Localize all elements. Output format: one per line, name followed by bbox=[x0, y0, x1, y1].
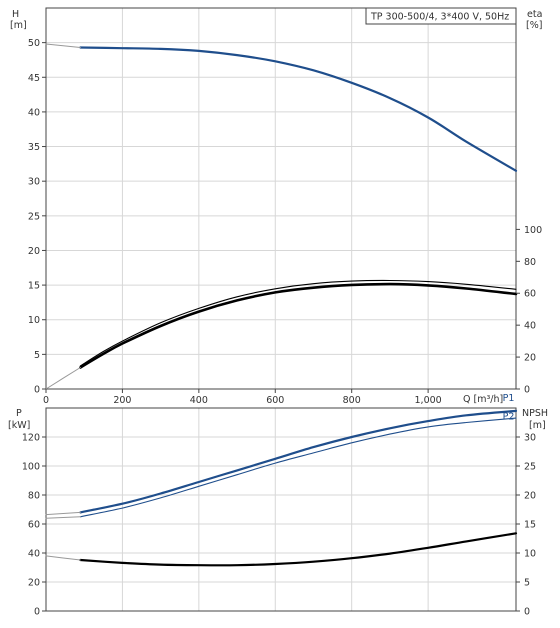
power-npsh-left-tick-label-1: 20 bbox=[28, 578, 40, 589]
npsh-axis-unit: [m] bbox=[529, 420, 546, 431]
head-efficiency-right-tick-label-4: 80 bbox=[524, 257, 536, 268]
head-efficiency-ticks: 0 200 400 600 800 1,000 0 5 10 15 20 25 30 35 40 45 50 0 2… bbox=[28, 38, 542, 406]
power-npsh-extension-line-3 bbox=[45, 516, 81, 519]
power-npsh-extension-line-2 bbox=[45, 511, 81, 516]
head-efficiency-left-tick-label-10: 50 bbox=[28, 38, 40, 49]
eta-axis-unit: [%] bbox=[526, 20, 542, 31]
power-npsh-curve-4 bbox=[79, 532, 518, 567]
head-efficiency-left-tick-label-6: 30 bbox=[28, 177, 40, 188]
power-npsh-ticks: 0 20 40 60 80 100 120 0 5 10 15 20 25 30 bbox=[22, 433, 536, 618]
head-efficiency-curve-0 bbox=[79, 46, 518, 172]
x-tick-label-1: 200 bbox=[113, 395, 131, 406]
head-efficiency-plot-frame bbox=[45, 7, 517, 390]
x-tick-label-0: 0 bbox=[43, 395, 49, 406]
power-npsh-series: P1 P2 bbox=[45, 393, 518, 567]
p1-label: P1 bbox=[503, 393, 515, 404]
power-npsh-right-tick-label-5: 25 bbox=[524, 462, 536, 473]
npsh-axis-label: NPSH bbox=[522, 408, 548, 419]
head-efficiency-curve-3 bbox=[79, 279, 517, 367]
power-npsh-left-tick-label-5: 100 bbox=[22, 462, 40, 473]
head-efficiency-left-tick-label-5: 25 bbox=[28, 211, 40, 222]
power-npsh-p1-curve bbox=[79, 409, 518, 514]
power-npsh-right-tick-label-4: 20 bbox=[524, 491, 536, 502]
power-npsh-extension-line-5 bbox=[45, 555, 81, 561]
power-npsh-left-tick-label-2: 40 bbox=[28, 549, 40, 560]
head-efficiency-left-tick-label-9: 45 bbox=[28, 73, 40, 84]
pump-title-box bbox=[365, 7, 517, 25]
power-npsh-left-tick-label-0: 0 bbox=[34, 607, 40, 618]
head-efficiency-extension-line-4 bbox=[45, 367, 81, 390]
power-npsh-right-tick-label-2: 10 bbox=[524, 549, 536, 560]
head-efficiency-left-tick-label-7: 35 bbox=[28, 142, 40, 153]
power-axis-unit: [kW] bbox=[8, 420, 30, 431]
power-npsh-p2-curve bbox=[79, 417, 517, 518]
head-axis-label: H bbox=[12, 9, 19, 20]
power-npsh-right-tick-label-0: 0 bbox=[524, 607, 530, 618]
head-efficiency-series bbox=[45, 43, 518, 390]
head-efficiency-right-tick-label-1: 20 bbox=[524, 353, 536, 364]
x-tick-label-4: 800 bbox=[343, 395, 361, 406]
power-npsh-right-tick-label-3: 15 bbox=[524, 520, 536, 531]
x-tick-label-2: 400 bbox=[190, 395, 208, 406]
power-npsh-left-tick-label-3: 60 bbox=[28, 520, 40, 531]
head-efficiency-curve-2 bbox=[79, 282, 518, 369]
chart-title: TP 300-500/4, 3*400 V, 50Hz bbox=[370, 12, 509, 23]
head-efficiency-left-tick-label-4: 20 bbox=[28, 246, 40, 257]
head-efficiency-left-tick-label-2: 10 bbox=[28, 315, 40, 326]
head-efficiency-right-tick-label-5: 100 bbox=[524, 225, 542, 236]
power-npsh-right-tick-label-1: 5 bbox=[524, 578, 530, 589]
p2-label: P2 bbox=[503, 412, 515, 423]
flow-axis-label: Q [m³/h] bbox=[463, 394, 503, 405]
power-npsh-left-tick-label-6: 120 bbox=[22, 433, 40, 444]
power-npsh-grid bbox=[46, 408, 516, 611]
power-axis-label: P bbox=[16, 408, 22, 419]
head-efficiency-left-tick-label-3: 15 bbox=[28, 281, 40, 292]
head-efficiency-right-tick-label-3: 60 bbox=[524, 289, 536, 300]
head-efficiency-right-tick-label-0: 0 bbox=[524, 385, 530, 396]
head-axis-unit: [m] bbox=[10, 20, 27, 31]
head-efficiency-left-tick-label-1: 5 bbox=[34, 350, 40, 361]
head-efficiency-left-tick-label-0: 0 bbox=[34, 385, 40, 396]
x-tick-label-5: 1,000 bbox=[415, 395, 442, 406]
head-efficiency-right-tick-label-2: 40 bbox=[524, 321, 536, 332]
power-npsh-plot-frame bbox=[45, 407, 517, 612]
power-npsh-right-tick-label-6: 30 bbox=[524, 433, 536, 444]
eta-axis-label: eta bbox=[527, 9, 542, 20]
x-tick-label-3: 600 bbox=[266, 395, 284, 406]
head-efficiency-left-tick-label-8: 40 bbox=[28, 107, 40, 118]
head-efficiency-extension-line-1 bbox=[45, 43, 81, 48]
power-npsh-left-tick-label-4: 80 bbox=[28, 491, 40, 502]
head-efficiency-grid bbox=[46, 8, 516, 389]
